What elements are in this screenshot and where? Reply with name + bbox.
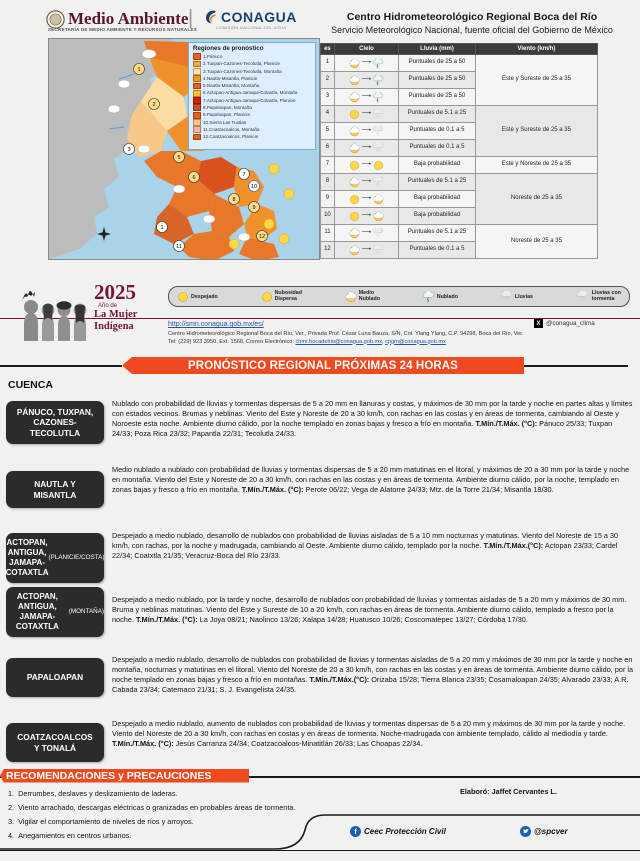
svg-text:12: 12 <box>259 234 265 240</box>
svg-text:2: 2 <box>152 102 155 108</box>
svg-text:1: 1 <box>137 67 140 73</box>
svg-text:9: 9 <box>252 205 255 211</box>
svg-text:5: 5 <box>177 155 180 161</box>
svg-text:11: 11 <box>176 244 182 250</box>
svg-text:8: 8 <box>232 197 235 203</box>
svg-text:7: 7 <box>242 172 245 178</box>
svg-text:1: 1 <box>160 225 163 231</box>
svg-text:10: 10 <box>251 184 257 190</box>
svg-text:6: 6 <box>192 175 195 181</box>
svg-text:3: 3 <box>127 147 130 153</box>
